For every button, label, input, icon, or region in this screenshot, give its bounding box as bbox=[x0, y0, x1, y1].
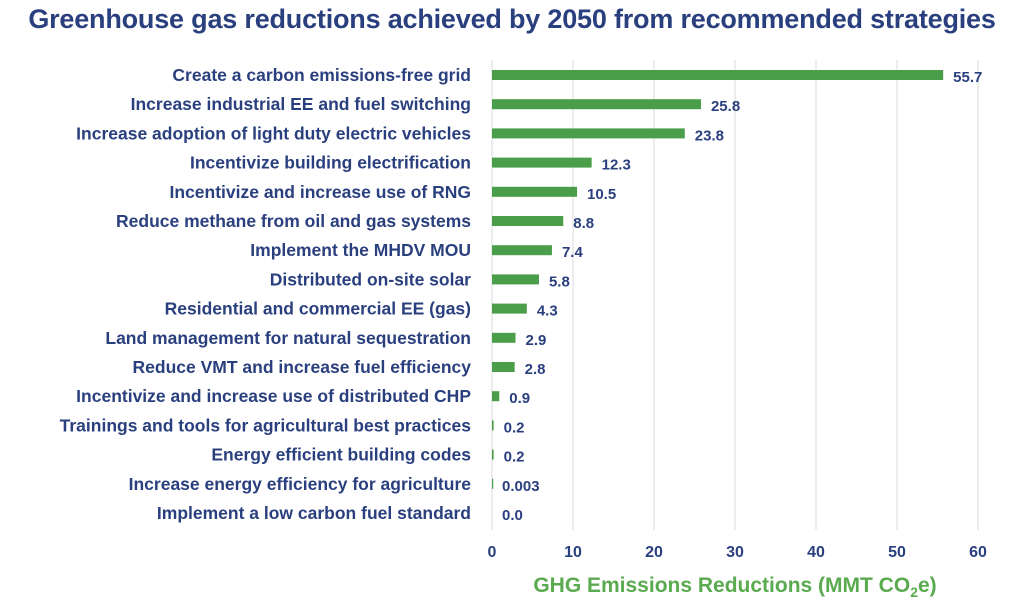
x-tick-label: 20 bbox=[645, 544, 663, 561]
category-label: Implement the MHDV MOU bbox=[250, 240, 471, 260]
bar bbox=[492, 245, 552, 256]
bar bbox=[492, 70, 944, 80]
category-label: Distributed on-site solar bbox=[270, 269, 471, 289]
value-label: 55.7 bbox=[953, 69, 982, 86]
category-labels: Create a carbon emissions-free grid Incre… bbox=[60, 65, 472, 523]
value-labels: 55.7 25.8 23.8 12.3 10.5 8.8 7.4 5.8 4.3 2.9 2.8 0.… bbox=[502, 69, 982, 524]
x-tick-label: 40 bbox=[807, 544, 825, 561]
bar bbox=[492, 186, 578, 197]
category-label: Create a carbon emissions-free grid bbox=[172, 65, 471, 85]
value-label: 5.8 bbox=[549, 273, 570, 290]
value-label: 25.8 bbox=[711, 98, 740, 115]
bar bbox=[492, 478, 494, 489]
category-label: Trainings and tools for agricultural bes… bbox=[60, 415, 472, 435]
category-label: Incentivize building electrification bbox=[190, 153, 471, 173]
bar bbox=[492, 362, 515, 372]
category-label: Incentivize and increase use of distribu… bbox=[76, 386, 471, 406]
bar bbox=[492, 332, 516, 343]
bar bbox=[492, 216, 564, 226]
category-label: Land management for natural sequestratio… bbox=[105, 328, 471, 348]
bar bbox=[492, 99, 701, 110]
bar bbox=[492, 274, 539, 285]
bar bbox=[492, 303, 527, 314]
value-label: 0.2 bbox=[504, 419, 525, 436]
x-tick-label: 50 bbox=[888, 544, 906, 561]
value-label: 4.3 bbox=[537, 303, 558, 320]
value-label: 7.4 bbox=[562, 244, 584, 261]
category-label: Implement a low carbon fuel standard bbox=[157, 503, 471, 523]
category-label: Increase energy efficiency for agricultu… bbox=[129, 474, 472, 494]
x-tick-labels: 0 10 20 30 40 50 60 bbox=[488, 544, 987, 561]
bar bbox=[492, 420, 494, 431]
bar bbox=[492, 157, 592, 168]
value-label: 8.8 bbox=[573, 215, 594, 232]
bar bbox=[492, 128, 685, 139]
x-tick-label: 60 bbox=[969, 544, 987, 561]
bars bbox=[492, 70, 944, 489]
value-label: 0.003 bbox=[502, 478, 540, 495]
category-label: Reduce VMT and increase fuel efficiency bbox=[133, 357, 472, 377]
value-label: 2.8 bbox=[525, 361, 546, 378]
value-label: 23.8 bbox=[695, 127, 724, 144]
value-label: 10.5 bbox=[587, 186, 616, 203]
value-label: 0.0 bbox=[502, 507, 523, 524]
category-label: Residential and commercial EE (gas) bbox=[165, 299, 471, 319]
category-label: Increase adoption of light duty electric… bbox=[76, 123, 471, 143]
chart-title: Greenhouse gas reductions achieved by 20… bbox=[28, 4, 996, 34]
x-tick-label: 0 bbox=[488, 544, 497, 561]
bar bbox=[492, 391, 500, 402]
bar bbox=[492, 449, 494, 460]
value-label: 2.9 bbox=[525, 332, 546, 349]
category-label: Energy efficient building codes bbox=[211, 445, 471, 465]
value-label: 0.2 bbox=[504, 449, 525, 466]
x-axis-label-subscript: 2 bbox=[910, 584, 918, 601]
value-label: 0.9 bbox=[509, 390, 530, 407]
value-label: 12.3 bbox=[602, 157, 631, 174]
x-tick-label: 10 bbox=[564, 544, 582, 561]
x-tick-label: 30 bbox=[726, 544, 744, 561]
x-axis-label-prefix: GHG Emissions Reductions (MMT CO bbox=[533, 574, 911, 597]
x-axis-label: GHG Emissions Reductions (MMT CO2e) bbox=[492, 574, 978, 600]
x-axis-label-suffix: e) bbox=[917, 574, 937, 597]
category-label: Incentivize and increase use of RNG bbox=[170, 182, 471, 202]
category-label: Reduce methane from oil and gas systems bbox=[116, 211, 471, 231]
category-label: Increase industrial EE and fuel switchin… bbox=[131, 94, 471, 114]
